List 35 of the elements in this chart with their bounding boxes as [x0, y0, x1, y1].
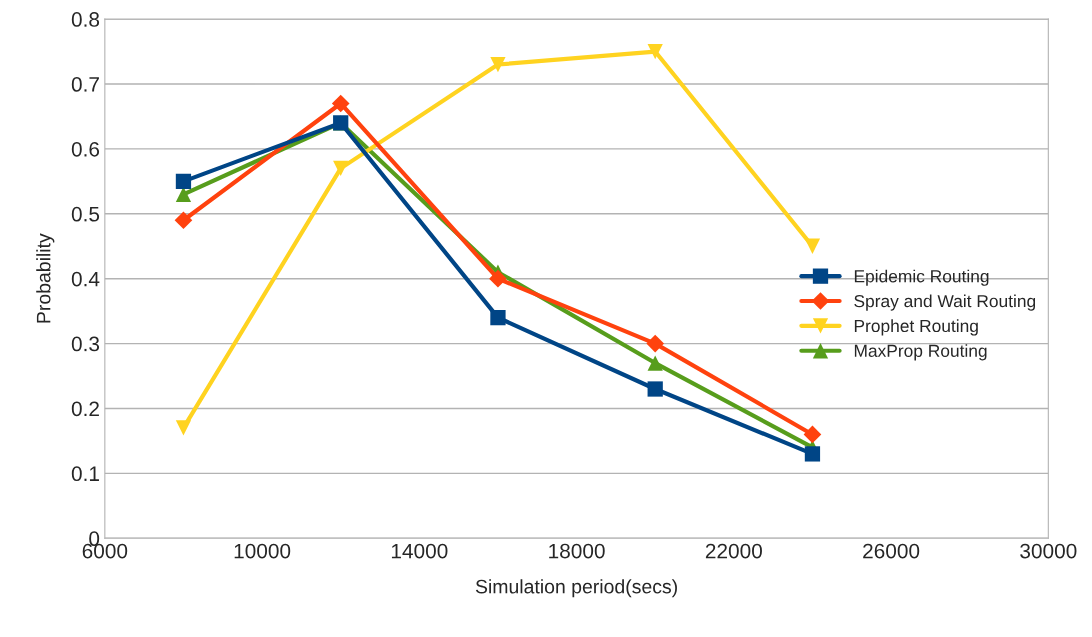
legend-label: Epidemic Routing — [854, 269, 989, 286]
x-tick-label: 14000 — [391, 543, 448, 559]
point — [647, 381, 663, 397]
y-tick-label: 0.5 — [71, 206, 100, 222]
point — [647, 43, 663, 60]
y-tick-label: 0.4 — [71, 271, 100, 287]
x-tick-label: 10000 — [234, 543, 291, 559]
y-tick-label: 0.6 — [71, 141, 100, 157]
y-tick-label: 0.1 — [71, 466, 99, 482]
x-tick-label: 30000 — [1020, 543, 1077, 559]
y-tick-label: 0.8 — [71, 12, 100, 27]
legend-label: Spray and Wait Routing — [854, 294, 1036, 311]
x-tick-label: 18000 — [549, 543, 605, 559]
legend-label: MaxProp Routing — [854, 344, 987, 361]
legend-label: Prophet Routing — [854, 319, 978, 336]
point — [646, 334, 665, 353]
point — [804, 446, 821, 462]
point — [175, 173, 192, 189]
y-tick-label: 0.3 — [71, 336, 100, 352]
y-tick-label: 0.7 — [71, 77, 99, 92]
point — [489, 269, 507, 288]
point — [804, 238, 821, 254]
y-tick-label: 0.2 — [71, 401, 99, 417]
point — [174, 211, 193, 230]
point — [175, 420, 192, 436]
point — [490, 56, 506, 73]
point — [647, 355, 663, 371]
x-axis-title: Simulation period(secs) — [475, 579, 677, 598]
point — [333, 160, 349, 177]
x-tick-label: 26000 — [863, 543, 920, 559]
y-axis-title: Probability — [36, 233, 55, 323]
x-tick-label: 22000 — [705, 543, 762, 559]
point — [331, 94, 350, 113]
point — [803, 425, 822, 444]
point — [490, 309, 506, 326]
